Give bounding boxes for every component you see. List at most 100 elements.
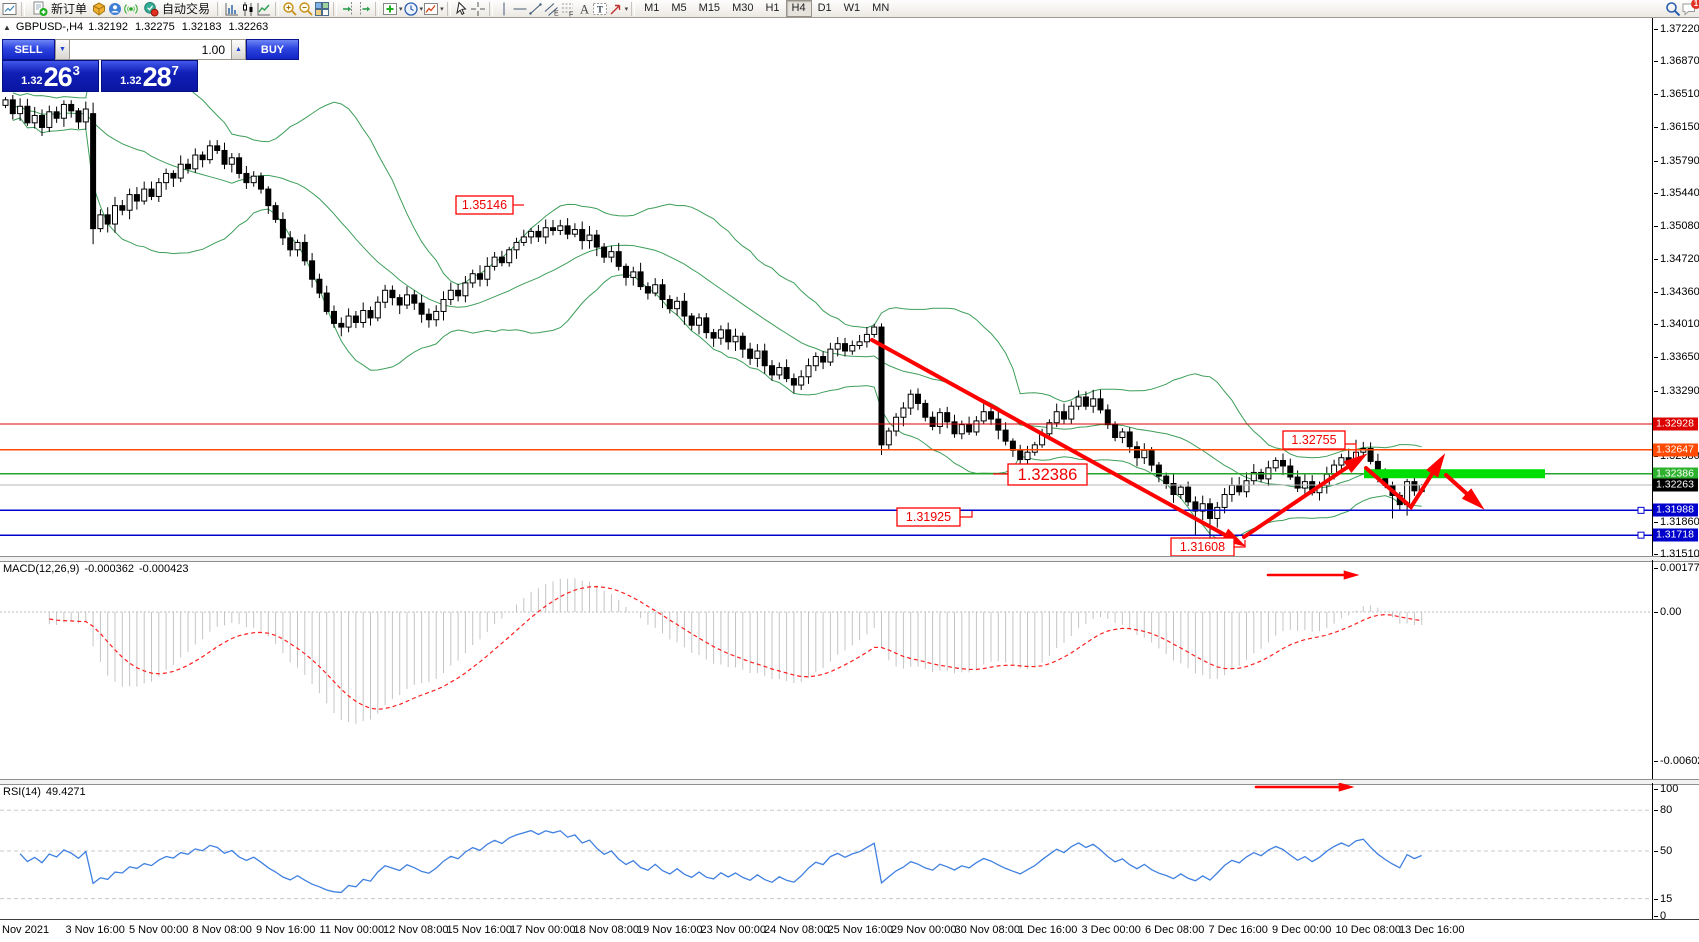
zoom-out-icon[interactable] — [298, 1, 314, 17]
timeframe-button-m1[interactable]: M1 — [644, 2, 660, 14]
bid-price-box[interactable]: 1.32 26 3 — [2, 60, 99, 92]
auto-scroll-icon[interactable] — [356, 1, 372, 17]
timeframe-button-m15[interactable]: M15 — [698, 2, 721, 14]
price-annotation-box[interactable] — [455, 195, 514, 215]
periods-icon-dropdown[interactable]: ▾ — [419, 5, 424, 13]
panel-splitter[interactable] — [0, 779, 1699, 785]
svg-text:F: F — [569, 11, 573, 17]
package-icon[interactable] — [91, 1, 107, 17]
time-axis-label: 12 Nov 08:00 — [383, 924, 449, 936]
tile-windows-icon[interactable] — [314, 1, 330, 17]
price-annotation-box[interactable] — [1282, 430, 1346, 450]
timeframe-button-m5[interactable]: M5 — [671, 2, 687, 14]
horizontal-line-icon[interactable] — [512, 1, 528, 17]
equidistant-channel-icon[interactable]: E — [544, 1, 560, 17]
text-label-icon[interactable]: T — [592, 1, 608, 17]
candlesticks[interactable] — [2, 94, 1425, 546]
time-axis-label: Nov 2021 — [2, 924, 50, 936]
timeframe-button-h4[interactable]: H4 — [785, 0, 812, 17]
price-axis-label: 1.37220 — [1660, 23, 1699, 35]
timeframe-button-d1[interactable]: D1 — [817, 2, 832, 14]
price-axis-label: 1.36510 — [1660, 88, 1699, 101]
line-selection-handle[interactable] — [1637, 506, 1645, 514]
rsi-panel[interactable] — [0, 783, 1653, 919]
timeframe-button-mn[interactable]: MN — [872, 2, 890, 14]
svg-text:A: A — [580, 2, 589, 16]
price-annotation-box[interactable] — [896, 507, 961, 527]
cursor-icon[interactable] — [454, 0, 470, 17]
price-annotation-text: 1.32755 — [1291, 433, 1336, 447]
macd-panel[interactable] — [0, 560, 1653, 779]
search-icon[interactable] — [1665, 1, 1681, 17]
indicators-icon[interactable] — [382, 1, 398, 17]
panel-splitter[interactable] — [0, 556, 1699, 562]
chart-expand-icon[interactable]: ▲ — [3, 22, 11, 32]
ask-price-prefix: 1.32 — [120, 75, 142, 87]
price-axis-label: 1.36150 — [1660, 121, 1699, 134]
axis-tick — [1654, 810, 1658, 812]
macd-signal-line — [49, 585, 1422, 710]
candlestick-chart-icon[interactable] — [240, 1, 256, 17]
price-annotation-box[interactable] — [1170, 537, 1235, 556]
green-highlight-band[interactable] — [1364, 469, 1545, 479]
new-order-button[interactable]: 新订单 — [28, 1, 91, 17]
line-chart-icon[interactable] — [256, 1, 272, 17]
arrows-icon-dropdown[interactable]: ▾ — [624, 5, 629, 13]
rsi-label: RSI(14) 49.4271 — [3, 786, 86, 798]
templates-icon[interactable] — [423, 1, 439, 17]
vertical-line-icon[interactable] — [496, 1, 512, 17]
annotation-connector — [960, 511, 973, 518]
price-axis-label: 15 — [1660, 892, 1673, 905]
new-order-icon[interactable] — [32, 1, 48, 17]
fibonacci-icon[interactable]: F — [560, 1, 576, 17]
trend-arrow[interactable] — [1364, 461, 1441, 511]
chart-window-icon[interactable] — [2, 1, 18, 17]
ask-price-box[interactable]: 1.32 28 7 — [101, 60, 198, 92]
buy-button[interactable]: BUY — [246, 39, 299, 60]
axis-tick — [1654, 160, 1658, 162]
chat-icon[interactable]: 1 — [1681, 0, 1699, 17]
rsi-annotation-arrow-head — [1338, 783, 1355, 792]
symbol-period-label: GBPUSD-,H4 — [15, 21, 84, 33]
price-chart[interactable]: 1.35146 1.32386 1.31925 1.31608 1.32755 — [0, 18, 1653, 556]
line-selection-handle[interactable] — [1637, 531, 1645, 539]
time-axis-label: 17 Nov 00:00 — [510, 924, 576, 936]
templates-icon-dropdown[interactable]: ▾ — [440, 5, 444, 13]
price-axis-label: 50 — [1660, 845, 1673, 857]
axis-tick — [1654, 225, 1658, 227]
trend-arrow[interactable] — [870, 338, 1238, 543]
level-price-badge: 1.31988 — [1653, 503, 1698, 517]
chart-area[interactable]: 1.35146 1.32386 1.31925 1.31608 1.32755 Nov … — [0, 18, 1699, 942]
price-annotation-box[interactable] — [1007, 463, 1088, 486]
autotrading-icon[interactable] — [143, 1, 159, 17]
trend-arrow[interactable] — [1242, 458, 1360, 539]
timeframe-button-m30[interactable]: M30 — [732, 2, 754, 14]
volume-decrease-button[interactable]: ▼ — [55, 39, 70, 60]
bar-chart-icon[interactable] — [224, 1, 240, 17]
zoom-in-icon[interactable] — [282, 1, 298, 17]
volume-input[interactable] — [70, 39, 231, 60]
arrows-icon[interactable] — [608, 1, 624, 17]
price-axis-label: 1.33290 — [1660, 384, 1699, 397]
autotrading-button[interactable]: 自动交易 — [139, 1, 214, 17]
community-icon[interactable] — [107, 1, 123, 17]
crosshair-icon[interactable] — [470, 1, 486, 17]
timeframe-button-w1[interactable]: W1 — [843, 2, 861, 14]
periods-icon[interactable] — [403, 1, 419, 17]
price-axis-label: 100 — [1660, 783, 1679, 795]
axis-tick — [1654, 916, 1658, 917]
price-axis[interactable]: 1.37220 1.36870 1.36510 1.36150 1.35790 1.354… — [1653, 18, 1699, 942]
indicators-icon-dropdown[interactable]: ▾ — [399, 5, 403, 13]
axis-tick — [1654, 324, 1658, 326]
sell-button[interactable]: SELL — [2, 39, 55, 60]
time-axis-label: 3 Nov 16:00 — [65, 924, 125, 936]
text-icon[interactable]: A — [576, 1, 592, 17]
timeframe-button-h1[interactable]: H1 — [765, 2, 780, 14]
volume-increase-button[interactable]: ▲ — [231, 39, 246, 60]
chart-shift-icon[interactable] — [340, 1, 356, 17]
bid-price-pip: 3 — [72, 63, 80, 78]
signals-icon[interactable] — [123, 1, 139, 17]
trendline-icon[interactable] — [528, 1, 544, 17]
notification-badge: 1 — [1691, 0, 1699, 9]
time-axis-label: 9 Dec 00:00 — [1272, 924, 1332, 936]
